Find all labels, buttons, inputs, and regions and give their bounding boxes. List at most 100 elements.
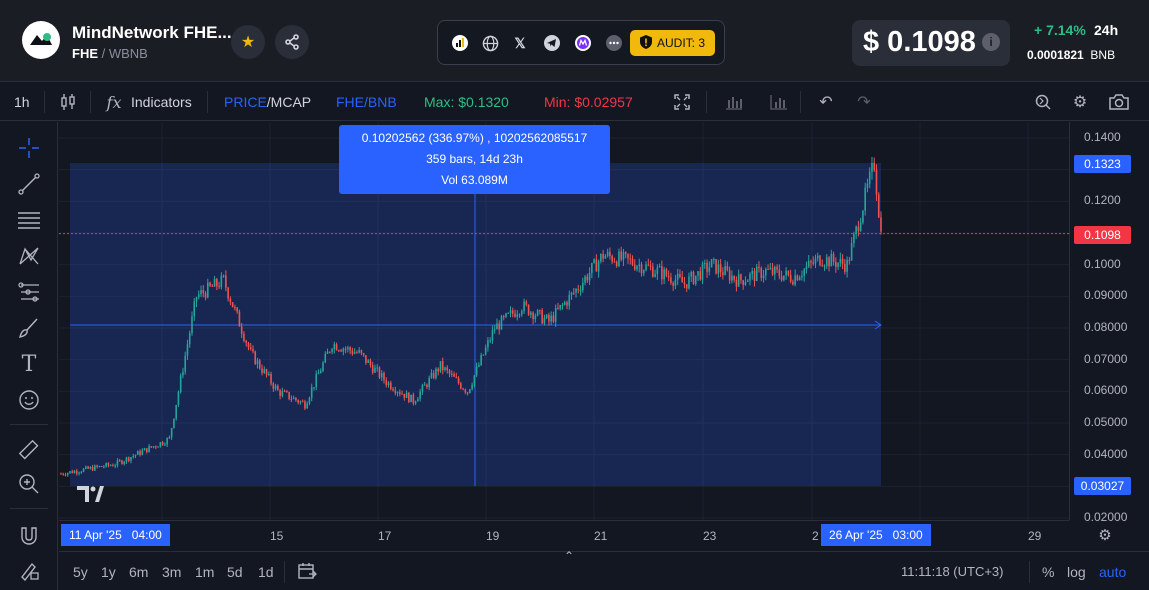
candle-body: [753, 271, 756, 282]
range-3m[interactable]: 3m: [162, 564, 182, 580]
indicators-icon[interactable]: fx: [106, 92, 122, 112]
candle-body: [371, 365, 374, 373]
percent-toggle[interactable]: %: [1042, 564, 1055, 580]
auto-toggle[interactable]: auto: [1099, 564, 1127, 580]
favorite-star-icon[interactable]: ★: [231, 25, 265, 59]
candle-body: [642, 270, 645, 274]
candle-body: [685, 284, 688, 289]
camera-icon[interactable]: [1107, 92, 1131, 112]
price-label: PRICE: [224, 94, 267, 110]
candle-body: [82, 468, 85, 472]
divider: [10, 424, 48, 425]
candle-body: [577, 289, 580, 291]
candle-body: [539, 310, 541, 312]
range-5d[interactable]: 5d: [227, 564, 243, 580]
volume-bars-icon[interactable]: [724, 92, 744, 112]
redo-icon[interactable]: ↷: [857, 94, 871, 111]
candle-body: [331, 349, 333, 352]
candle-body: [374, 367, 376, 373]
candle-body: [179, 375, 182, 392]
audit-button[interactable]: AUDIT: 3: [630, 30, 715, 56]
candle-body: [417, 398, 419, 402]
trend-line-icon[interactable]: [17, 172, 41, 196]
log-toggle[interactable]: log: [1067, 564, 1086, 580]
pair-toggle[interactable]: FHE/BNB: [336, 94, 397, 110]
price-chart[interactable]: [59, 122, 1069, 520]
candle-body: [606, 251, 609, 256]
candle-body: [295, 397, 297, 401]
candle-body: [487, 340, 489, 348]
candle-body: [780, 276, 783, 281]
lock-drawing-icon[interactable]: [17, 558, 41, 582]
candle-body: [448, 370, 451, 374]
candle-body: [873, 162, 876, 170]
x-icon[interactable]: 𝕏: [514, 34, 526, 51]
candle-body: [821, 265, 824, 267]
brush-icon[interactable]: [17, 316, 41, 340]
candle-body: [814, 258, 817, 264]
coin-icon[interactable]: [573, 33, 593, 53]
range-6m[interactable]: 6m: [129, 564, 149, 580]
date-range-icon[interactable]: [297, 561, 317, 586]
x-tick: 15: [270, 529, 284, 543]
candle-body: [265, 369, 268, 375]
price-mcap-toggle[interactable]: PRICE/MCAP: [224, 94, 311, 110]
candle-body: [170, 428, 173, 438]
candle-body: [313, 387, 315, 389]
candle-body: [301, 401, 304, 403]
candle-body: [708, 267, 711, 272]
range-1m[interactable]: 1m: [195, 564, 215, 580]
range-1y[interactable]: 1y: [101, 564, 116, 580]
candle-body: [353, 352, 356, 354]
candle-body: [484, 347, 487, 355]
candlestick-chart[interactable]: [59, 122, 1069, 520]
emoji-icon[interactable]: [17, 388, 41, 412]
collapse-panel-icon[interactable]: ⌃: [564, 549, 575, 563]
candle-type-icon[interactable]: [58, 92, 78, 112]
settings-gear-icon[interactable]: ⚙: [1072, 94, 1088, 111]
globe-icon[interactable]: [480, 33, 500, 53]
quick-search-icon[interactable]: [1033, 92, 1053, 112]
pattern-icon[interactable]: [17, 244, 41, 268]
range-1d[interactable]: 1d: [258, 564, 274, 580]
magnet-icon[interactable]: [17, 524, 41, 548]
candle-body: [586, 276, 589, 281]
candle-body: [367, 360, 369, 363]
fullscreen-icon[interactable]: [672, 92, 692, 112]
candle-body: [387, 382, 390, 386]
candle-body: [308, 397, 311, 404]
crosshair-icon[interactable]: [17, 136, 41, 160]
zoom-in-icon[interactable]: [17, 472, 41, 496]
text-tool-icon[interactable]: T: [21, 351, 37, 377]
time-axis[interactable]: 15 17 19 21 23 2 29 11 Apr '25 04:00 26 …: [59, 520, 1069, 550]
candle-body: [389, 382, 392, 390]
candle-body: [437, 368, 440, 372]
info-icon[interactable]: i: [982, 33, 1000, 51]
fib-retracement-icon[interactable]: [17, 208, 41, 232]
candle-body: [161, 442, 164, 445]
chart-icon[interactable]: [450, 33, 470, 53]
telegram-icon[interactable]: [542, 33, 562, 53]
bar-chart-icon[interactable]: [769, 92, 789, 112]
indicators-button[interactable]: Indicators: [131, 94, 192, 110]
axis-settings-icon[interactable]: ⚙: [1098, 527, 1112, 544]
price-axis[interactable]: 0.14000.13000.12000.11000.10000.090000.0…: [1069, 122, 1149, 524]
prediction-icon[interactable]: [17, 280, 41, 304]
range-5y[interactable]: 5y: [73, 564, 88, 580]
share-icon[interactable]: [275, 25, 309, 59]
token-pair: FHE / WBNB: [72, 46, 148, 61]
interval-button[interactable]: 1h: [14, 94, 30, 110]
clock[interactable]: 11:11:18 (UTC+3): [901, 564, 1004, 579]
candle-body: [620, 251, 623, 260]
more-icon[interactable]: [604, 33, 624, 53]
candle-body: [258, 360, 261, 369]
candle-body: [769, 267, 772, 270]
undo-icon[interactable]: ↶: [819, 94, 833, 111]
candle-body: [159, 442, 162, 447]
candle-body: [760, 267, 763, 279]
candle-body: [850, 243, 853, 261]
x-tick: 17: [378, 529, 392, 543]
candle-body: [209, 282, 211, 286]
ruler-icon[interactable]: [17, 438, 41, 462]
candle-body: [631, 258, 634, 265]
